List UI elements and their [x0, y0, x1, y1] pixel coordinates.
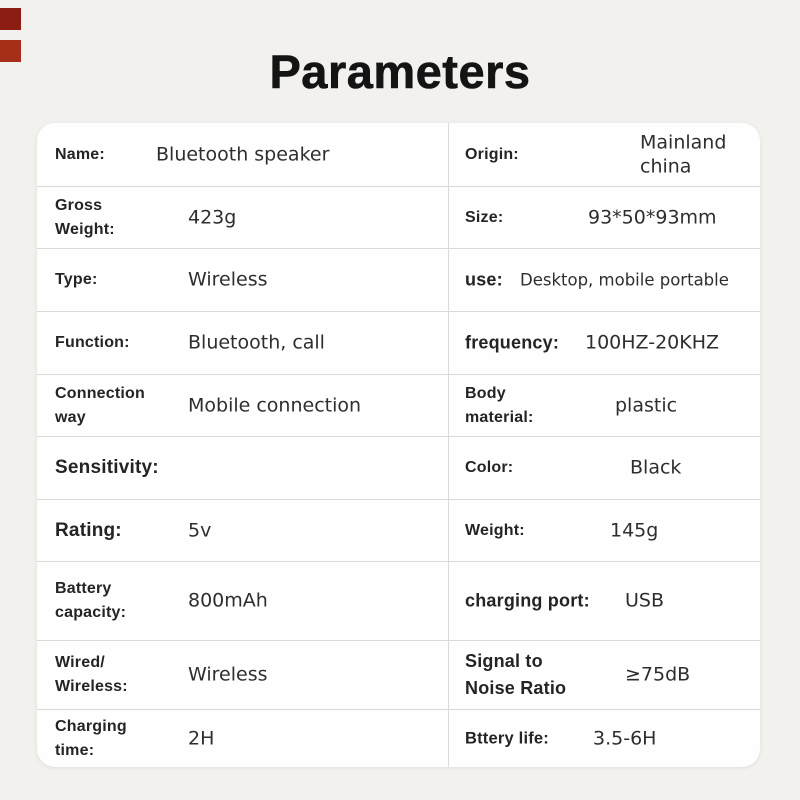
spec-label: Sensitivity: — [55, 456, 159, 478]
spec-value: 100HZ-20KHZ — [585, 331, 720, 354]
spec-value: Mainland china — [640, 130, 727, 178]
spec-cell-right: frequency: 100HZ-20KHZ — [448, 312, 760, 374]
spec-value: plastic — [615, 394, 678, 417]
spec-label: Body material: — [465, 384, 534, 426]
table-row: Gross Weight: 423g Size: 93*50*93mm — [37, 186, 760, 248]
spec-label: Color: — [465, 459, 514, 476]
spec-cell-left: Connection way Mobile connection — [37, 375, 448, 436]
spec-cell-right: Origin: Mainland china — [448, 123, 760, 186]
spec-label: Name: — [55, 145, 105, 163]
red-corner-mark-top — [0, 8, 21, 30]
spec-cell-right: use: Desktop, mobile portable — [448, 249, 760, 311]
spec-label: Battery capacity: — [55, 580, 127, 621]
spec-cell-left: Type: Wireless — [37, 249, 448, 311]
spec-value: Black — [630, 456, 682, 479]
column-divider — [448, 123, 449, 767]
spec-label: frequency: — [465, 332, 560, 353]
spec-label: Size: — [465, 208, 504, 226]
spec-cell-right: Body material: plastic — [448, 375, 760, 436]
spec-value: Mobile connection — [188, 394, 362, 417]
spec-value: 3.5-6H — [593, 727, 657, 750]
parameters-table: Name: Bluetooth speaker Origin: Mainland… — [37, 123, 760, 767]
spec-cell-left: Gross Weight: 423g — [37, 187, 448, 248]
spec-value: Bluetooth, call — [188, 331, 325, 354]
table-row: Type: Wireless use: Desktop, mobile port… — [37, 248, 760, 311]
spec-cell-left: Wired/ Wireless: Wireless — [37, 641, 448, 709]
spec-label: use: — [465, 269, 503, 290]
spec-value: 5v — [188, 519, 212, 542]
spec-cell-right: Weight: 145g — [448, 500, 760, 561]
spec-value: ≥75dB — [625, 663, 691, 686]
spec-value: Wireless — [188, 663, 268, 686]
spec-label: Bttery life: — [465, 729, 549, 748]
spec-value: 2H — [188, 727, 215, 750]
spec-label: Charging time: — [55, 717, 127, 759]
spec-cell-left: Sensitivity: — [37, 437, 448, 499]
table-row: Name: Bluetooth speaker Origin: Mainland… — [37, 123, 760, 186]
table-row: Connection way Mobile connection Body ma… — [37, 374, 760, 436]
spec-cell-right: Bttery life: 3.5-6H — [448, 710, 760, 767]
spec-value: Desktop, mobile portable — [520, 270, 729, 290]
table-row: Rating: 5v Weight: 145g — [37, 499, 760, 561]
spec-label: Wired/ Wireless: — [55, 654, 128, 695]
spec-cell-left: Function: Bluetooth, call — [37, 312, 448, 374]
spec-value: Wireless — [188, 268, 268, 291]
spec-label: Signal to Noise Ratio — [465, 651, 567, 698]
spec-cell-left: Charging time: 2H — [37, 710, 448, 767]
table-row: Charging time: 2H Bttery life: 3.5-6H — [37, 709, 760, 767]
spec-value: 800mAh — [188, 589, 268, 612]
spec-label: Function: — [55, 334, 130, 351]
spec-value: USB — [625, 589, 665, 612]
spec-label: Rating: — [55, 519, 122, 541]
spec-label: Origin: — [465, 145, 519, 163]
spec-cell-right: Signal to Noise Ratio ≥75dB — [448, 641, 760, 709]
table-rows: Name: Bluetooth speaker Origin: Mainland… — [37, 123, 760, 767]
spec-cell-left: Battery capacity: 800mAh — [37, 562, 448, 640]
spec-cell-right: Size: 93*50*93mm — [448, 187, 760, 248]
spec-cell-right: Color: Black — [448, 437, 760, 499]
table-row: Function: Bluetooth, call frequency: 100… — [37, 311, 760, 374]
spec-label: Type: — [55, 271, 98, 288]
spec-value: 423g — [188, 206, 237, 229]
red-corner-mark-bottom — [0, 40, 21, 62]
table-row: Battery capacity: 800mAh charging port: … — [37, 561, 760, 640]
spec-label: Weight: — [465, 521, 525, 539]
spec-label: charging port: — [465, 590, 590, 611]
spec-label: Connection way — [55, 384, 145, 426]
table-row: Wired/ Wireless: Wireless Signal to Nois… — [37, 640, 760, 709]
spec-cell-left: Rating: 5v — [37, 500, 448, 561]
spec-label: Gross Weight: — [55, 196, 115, 238]
spec-value: 93*50*93mm — [588, 206, 717, 229]
spec-cell-left: Name: Bluetooth speaker — [37, 123, 448, 186]
spec-value: 145g — [610, 519, 659, 542]
spec-cell-right: charging port: USB — [448, 562, 760, 640]
page-title: Parameters — [269, 45, 531, 99]
table-row: Sensitivity: Color: Black — [37, 436, 760, 499]
spec-value: Bluetooth speaker — [156, 143, 330, 166]
